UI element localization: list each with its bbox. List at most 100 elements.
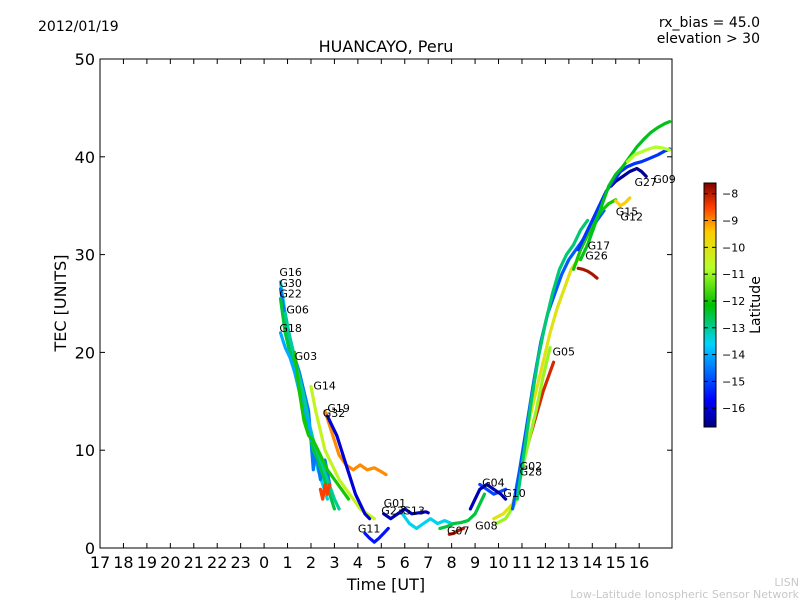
x-tick-label: 16 (629, 553, 649, 572)
plot-frame (99, 58, 673, 549)
satellite-label-g15: G15 (616, 205, 639, 218)
satellite-label-g23: G23 (381, 505, 404, 518)
satellite-label-g07: G07 (447, 524, 470, 537)
colorbar-ticks: −8 −9 −10 −11 −12 −13 −14 −15 −16 (704, 188, 745, 415)
x-tick-label: 10 (488, 553, 508, 572)
satellite-label-g14: G14 (313, 380, 336, 393)
x-tick-label: 21 (184, 553, 204, 572)
chart-title: HUANCAYO, Peru (319, 37, 454, 56)
x-tick-label: 7 (423, 553, 433, 572)
satellite-label-g19: G19 (327, 402, 350, 415)
satellite-label-g26: G26 (585, 249, 608, 262)
series-g07 (447, 526, 465, 536)
colorbar-label: Latitude (748, 276, 764, 334)
series-g10 (468, 482, 508, 511)
series-g15 (571, 198, 618, 271)
satellite-label-g27: G27 (634, 176, 657, 189)
x-tick-label: 1 (282, 553, 292, 572)
x-tick-label: 19 (137, 553, 157, 572)
colorbar: −8 −9 −10 −11 −12 −13 −14 −15 −16 Latitude (703, 182, 764, 428)
series-unlabeled-28 (576, 266, 599, 280)
date-label: 2012/01/19 (38, 19, 119, 35)
x-tick-label: 12 (535, 553, 555, 572)
footer-network: Low-Latitude Ionospheric Sensor Network (570, 588, 799, 600)
x-tick-label: 6 (400, 553, 410, 572)
x-tick-label: 15 (606, 553, 626, 572)
colorbar-tick-label: −9 (722, 215, 738, 228)
x-tick-label: 3 (329, 553, 339, 572)
y-tick-label: 40 (75, 148, 95, 167)
series-g02 (492, 257, 580, 521)
satellite-label-g30: G30 (279, 277, 302, 290)
satellite-label-g13: G13 (402, 505, 425, 518)
series-unlabeled-27 (625, 145, 672, 164)
satellite-label-g28: G28 (520, 466, 543, 479)
colorbar-tick-label: −11 (722, 268, 745, 281)
series-g17 (515, 218, 590, 501)
x-tick-label: 4 (353, 553, 363, 572)
satellite-label-g11: G11 (358, 522, 381, 535)
colorbar-gradient (703, 182, 717, 428)
satellite-label-g10: G10 (503, 487, 526, 500)
x-tick-label: 9 (470, 553, 480, 572)
x-tick-label: 11 (512, 553, 532, 572)
series-g12 (614, 196, 632, 208)
y-tick-label: 30 (75, 246, 95, 265)
data-layer (278, 119, 672, 544)
series-g11 (363, 526, 390, 544)
colorbar-tick-label: −15 (722, 375, 745, 388)
x-tick-label: 20 (160, 553, 180, 572)
y-tick-label: 10 (75, 441, 95, 460)
y-tick-label: 20 (75, 343, 95, 362)
satellite-label-g32: G32 (323, 407, 346, 420)
satellite-label-g09: G09 (653, 173, 676, 186)
x-tick-label: 2 (306, 553, 316, 572)
satellite-label-g03: G03 (295, 350, 318, 363)
series-g32 (325, 414, 372, 521)
series-g19 (323, 409, 388, 477)
x-tick-label: 14 (582, 553, 602, 572)
colorbar-tick-label: −14 (722, 349, 745, 362)
x-tick-label: 22 (207, 553, 227, 572)
x-axis-label: Time [UT] (346, 575, 425, 594)
colorbar-tick-label: −13 (722, 322, 745, 335)
satellite-label-g04: G04 (482, 476, 505, 489)
y-axis-label: TEC [UNITS] (51, 255, 70, 353)
satellite-label-g17: G17 (588, 240, 611, 253)
x-tick-label: 5 (376, 553, 386, 572)
elevation-label: elevation > 30 (657, 31, 760, 47)
satellite-label-g02: G02 (520, 460, 543, 473)
x-tick-label: 0 (259, 553, 269, 572)
series-g05 (494, 345, 552, 526)
satellite-label-g22: G22 (279, 288, 302, 301)
colorbar-tick-label: −12 (722, 295, 745, 308)
rx-bias-label: rx_bias = 45.0 (659, 15, 760, 31)
series-g08 (438, 492, 487, 531)
satellite-label-g06: G06 (286, 303, 309, 316)
series-g01 (318, 482, 332, 501)
x-tick-label: 8 (447, 553, 457, 572)
satellite-label-g05: G05 (552, 345, 575, 358)
series-g09 (576, 147, 672, 252)
axes-layer: 17 18 19 20 21 22 23 0 1 2 3 4 5 6 7 8 9 10 11 12 13 14 15 1601… (75, 50, 672, 572)
satellite-label-g18: G18 (279, 322, 302, 335)
series-g03 (293, 350, 351, 501)
footer-lisn: LISN (774, 576, 799, 589)
colorbar-tick-label: −8 (722, 188, 738, 201)
y-tick-label: 50 (75, 50, 95, 69)
satellite-label-g01: G01 (384, 497, 407, 510)
satellite-label-g12: G12 (620, 210, 643, 223)
x-tick-label: 18 (113, 553, 133, 572)
x-tick-label: 17 (90, 553, 110, 572)
series-g27 (609, 166, 648, 188)
satellite-label-g16: G16 (279, 266, 302, 279)
series-g23 (382, 507, 430, 521)
x-tick-label: 13 (559, 553, 579, 572)
colorbar-tick-label: −10 (722, 241, 745, 254)
colorbar-tick-label: −16 (722, 402, 745, 415)
y-tick-label: 0 (85, 539, 95, 558)
satellite-label-g08: G08 (475, 519, 498, 532)
x-tick-label: 23 (230, 553, 250, 572)
